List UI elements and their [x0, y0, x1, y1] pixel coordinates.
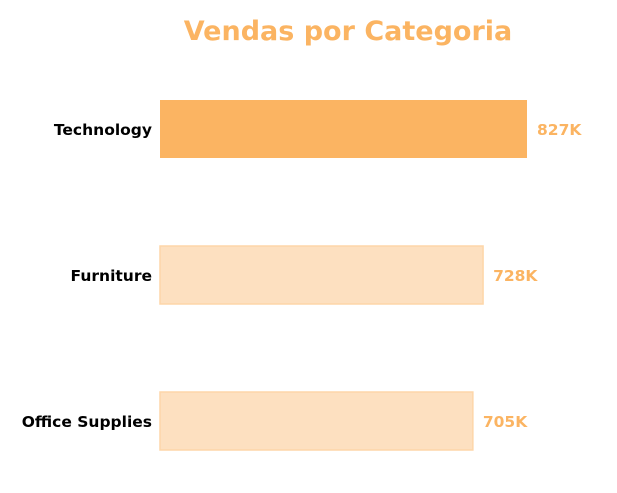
chart-title: Vendas por Categoria — [184, 16, 512, 47]
bars-group — [159, 100, 527, 451]
category-label-technology: Technology — [54, 121, 152, 139]
category-label-office-supplies: Office Supplies — [22, 413, 152, 431]
category-label-furniture: Furniture — [71, 267, 152, 285]
labels-group: Technology 827K Furniture 728K Office Suppli… — [22, 121, 583, 431]
bar-furniture — [159, 245, 484, 305]
bar-office-supplies — [159, 391, 474, 451]
bar-technology — [160, 100, 527, 158]
value-label-furniture: 728K — [493, 267, 538, 285]
value-label-technology: 827K — [537, 121, 582, 139]
value-label-office-supplies: 705K — [483, 413, 528, 431]
